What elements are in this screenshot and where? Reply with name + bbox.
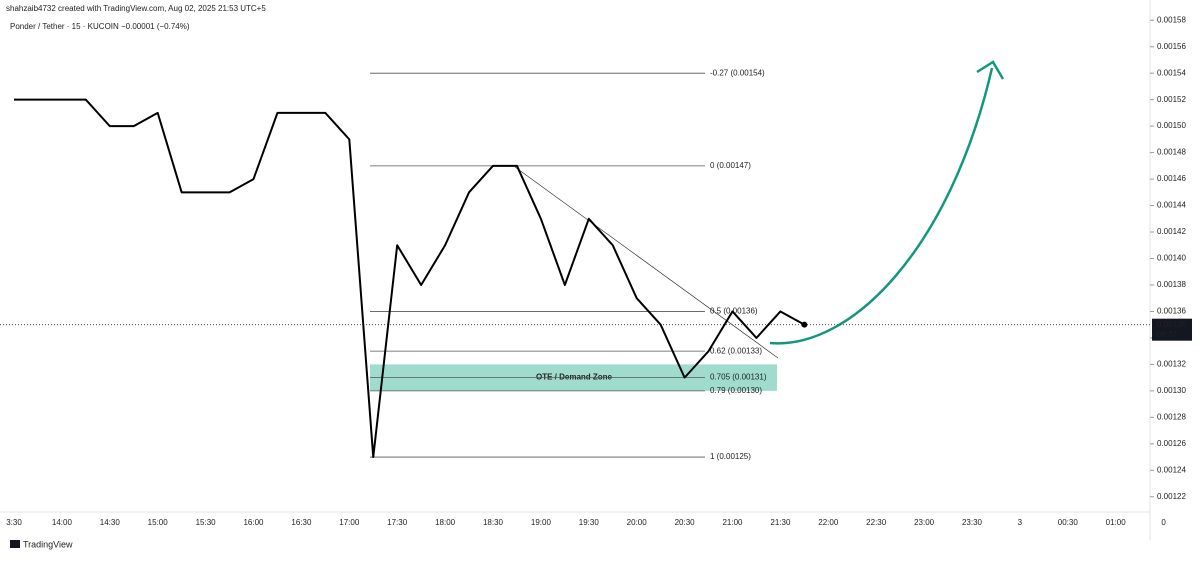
y-tick-label: 0.00130 (1157, 386, 1186, 395)
x-tick-label: 23:00 (914, 518, 935, 527)
x-tick-label: 15:30 (196, 518, 217, 527)
x-tick-label: 00:30 (1058, 518, 1079, 527)
y-tick-label: 0.00154 (1157, 68, 1186, 77)
price-tag-value: 0.00135 (1157, 320, 1186, 329)
header: shahzaib4732 created with TradingView.co… (6, 4, 266, 13)
y-tick-label: 0.00126 (1157, 439, 1186, 448)
y-tick-label: 0.00136 (1157, 307, 1186, 316)
x-tick-label: 19:00 (531, 518, 552, 527)
x-tick-label: 23:30 (962, 518, 983, 527)
x-tick-label: 3:30 (6, 518, 22, 527)
x-tick-label: 20:30 (675, 518, 696, 527)
fib-label: 0 (0.00147) (710, 161, 751, 170)
x-tick-label: 14:30 (100, 518, 121, 527)
y-tick-label: 0.00124 (1157, 465, 1186, 474)
change: −0.00001 (−0.74%) (121, 22, 190, 31)
last-point (801, 321, 808, 328)
price-tag (1152, 318, 1192, 341)
fib-label: 0.5 (0.00136) (710, 307, 758, 316)
y-tick-label: 0.00146 (1157, 174, 1186, 183)
x-tick-label: 15:00 (148, 518, 169, 527)
x-tick-label: 17:00 (339, 518, 360, 527)
y-tick-label: 0.00142 (1157, 227, 1186, 236)
fib-label: 0.62 (0.00133) (710, 346, 762, 355)
x-tick-label: 19:30 (579, 518, 600, 527)
x-tick-label: 16:00 (243, 518, 264, 527)
y-tick-label: 0.00132 (1157, 360, 1186, 369)
x-tick-label: 21:00 (722, 518, 743, 527)
y-tick-label: 0.00138 (1157, 280, 1186, 289)
fib-label: -0.27 (0.00154) (710, 68, 765, 77)
x-tick-label: 14:00 (52, 518, 73, 527)
y-tick-label: 0.00144 (1157, 201, 1186, 210)
tv-logo (10, 540, 20, 548)
y-tick-label: 0.00140 (1157, 254, 1186, 263)
x-tick-label: 17:30 (387, 518, 408, 527)
x-tick-label: 22:00 (818, 518, 839, 527)
x-tick-label: 18:30 (483, 518, 504, 527)
x-tick-label: 18:00 (435, 518, 456, 527)
y-tick-label: 0.00150 (1157, 121, 1186, 130)
y-tick-label: 0.00122 (1157, 492, 1186, 501)
x-tick-label: 01:00 (1106, 518, 1127, 527)
trend-line (514, 166, 779, 359)
countdown: 06:37 (1157, 330, 1178, 339)
x-tick-label: 22:30 (866, 518, 887, 527)
x-tick-label: 20:00 (627, 518, 648, 527)
footer: TradingView (23, 539, 73, 549)
price-line (14, 98, 805, 459)
y-tick-label: 0.00158 (1157, 15, 1186, 24)
arrow-head (976, 60, 1005, 80)
fib-label: 1 (0.00125) (710, 452, 751, 461)
y-tick-label: 0.00152 (1157, 95, 1186, 104)
x-tick-label: 3 (1018, 518, 1023, 527)
y-tick-label: 0.00128 (1157, 412, 1186, 421)
y-tick-label: 0.00156 (1157, 42, 1186, 51)
symbol: Ponder / Tether · 15 · KUCOIN (10, 22, 119, 31)
fib-label: 0.705 (0.00131) (710, 373, 767, 382)
forecast-arrow (769, 67, 994, 345)
x-tick-label: 16:30 (291, 518, 312, 527)
x-tick-label: 0 (1161, 518, 1166, 527)
y-tick-label: 0.00148 (1157, 148, 1186, 157)
fib-label: 0.79 (0.00130) (710, 386, 762, 395)
x-tick-label: 21:30 (770, 518, 791, 527)
